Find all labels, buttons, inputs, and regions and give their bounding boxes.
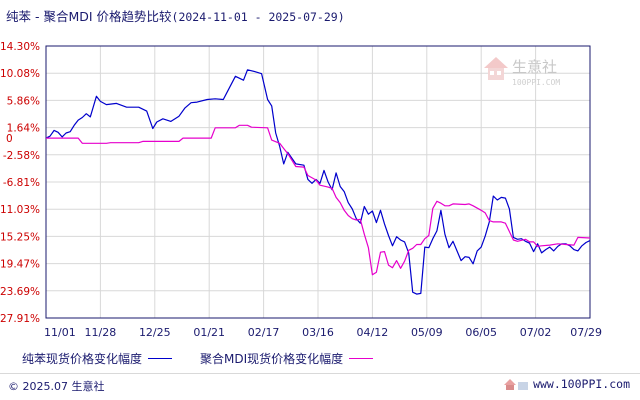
x-tick-label: 06/05	[465, 326, 497, 339]
y-tick-label: -6.81%	[3, 177, 40, 189]
y-tick-label: -2.58%	[3, 150, 40, 162]
series-lines	[45, 69, 591, 295]
y-zero-label: 0	[6, 133, 13, 145]
x-tick-label: 07/29	[570, 326, 602, 339]
y-tick-label: -11.03%	[0, 204, 40, 216]
legend-label-series2: 聚合MDI现货价格变化幅度	[200, 352, 344, 366]
x-tick-label: 11/28	[85, 326, 117, 339]
x-tick-label: 02/17	[248, 326, 280, 339]
x-tick-label: 04/12	[357, 326, 389, 339]
chart-title: 纯苯 - 聚合MDI 价格趋势比较(2024-11-01 - 2025-07-2…	[6, 6, 345, 25]
y-tick-label: -15.25%	[0, 231, 40, 243]
series-line-1	[45, 69, 591, 295]
y-tick-label: -19.47%	[0, 259, 40, 271]
footer-divider	[0, 373, 640, 374]
y-tick-label: -23.69%	[0, 286, 40, 298]
x-tick-label: 05/09	[411, 326, 443, 339]
chart-legend: 纯苯现货价格变化幅度 聚合MDI现货价格变化幅度	[22, 350, 401, 367]
watermark-logo: 生意社 100PPI.COM	[484, 57, 560, 87]
site-logo-icon	[504, 379, 529, 390]
plot-area-frame	[45, 45, 591, 319]
series-line-2	[46, 124, 591, 276]
footer-site[interactable]: www.100PPI.com	[503, 377, 630, 391]
legend-label-series1: 纯苯现货价格变化幅度	[22, 352, 143, 366]
watermark-url: 100PPI.COM	[512, 78, 560, 87]
y-tick-label: -27.91%	[0, 313, 40, 325]
watermark-house-icon	[484, 57, 508, 80]
x-axis-labels: 11/01 11/28 12/25 01/21 02/17 03/16 04/12 05/09…	[44, 326, 602, 339]
y-tick-label: 5.86%	[7, 95, 40, 107]
x-tick-label: 07/02	[520, 326, 552, 339]
y-axis-labels: 14.30% 10.08% 5.86% 1.64% -2.58% -6.81% -11.03…	[0, 41, 40, 325]
footer-copyright: © 2025.07 生意社	[8, 380, 105, 393]
x-tick-label: 12/25	[139, 326, 171, 339]
legend-swatch-series2	[349, 358, 374, 359]
x-tick-label: 11/01	[44, 326, 76, 339]
chart-title-main: 纯苯 - 聚合MDI 价格趋势比较	[6, 9, 172, 24]
footer-site-url[interactable]: www.100PPI.com	[533, 377, 630, 391]
x-tick-label: 03/16	[302, 326, 334, 339]
x-tick-label: 01/21	[193, 326, 225, 339]
chart-title-range: (2024-11-01 - 2025-07-29)	[171, 10, 345, 24]
legend-swatch-series1	[148, 358, 173, 359]
y-tick-label: 10.08%	[0, 68, 40, 80]
y-tick-label: 1.64%	[7, 123, 40, 135]
watermark-name: 生意社	[512, 58, 557, 76]
y-tick-label: 14.30%	[0, 41, 40, 53]
